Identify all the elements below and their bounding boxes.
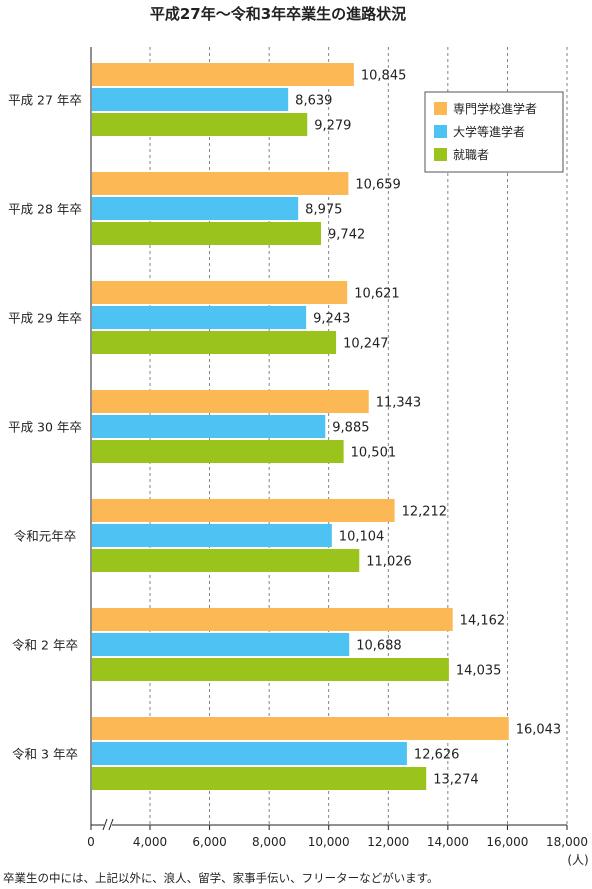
bar [92, 717, 509, 740]
data-label: 14,162 [460, 614, 506, 629]
data-label: 10,688 [356, 639, 402, 654]
x-axis-unit: (人) [567, 853, 588, 867]
category-label: 令和 2 年卒 [12, 638, 78, 653]
bar [92, 63, 354, 86]
bar [92, 440, 344, 463]
data-label: 8,639 [295, 94, 332, 109]
bar [92, 767, 427, 790]
category-label: 令和元年卒 [14, 529, 77, 544]
x-tick-label: 18,000 [546, 835, 588, 849]
grid [149, 47, 568, 825]
x-tick-label: 12,000 [367, 835, 409, 849]
axis-break-mark [102, 818, 108, 831]
data-label: 10,501 [351, 446, 397, 461]
x-tick-label: 6,000 [192, 835, 226, 849]
bar [92, 608, 453, 631]
value-labels: 10,845 8,639 9,279 10,659 8,975 9,742 10,621 9,… [295, 69, 561, 788]
data-label: 9,279 [314, 119, 351, 134]
bar [92, 222, 322, 245]
x-tick-label: 8,000 [252, 835, 286, 849]
bar [92, 524, 332, 547]
data-label: 9,885 [332, 421, 369, 436]
legend-swatch [434, 148, 447, 161]
data-label: 10,659 [355, 178, 401, 193]
bar [92, 549, 360, 572]
bar [92, 306, 307, 329]
bar [92, 281, 348, 304]
bar [92, 113, 308, 136]
data-label: 16,043 [516, 723, 562, 738]
bar [92, 331, 337, 354]
x-tick-label: 4,000 [133, 835, 167, 849]
bar [92, 172, 349, 195]
bar [92, 390, 369, 413]
x-tick-label: 10,000 [308, 835, 350, 849]
bar [92, 88, 289, 111]
legend-label: 大学等進学者 [453, 124, 525, 139]
data-label: 9,243 [313, 312, 350, 327]
data-label: 10,104 [339, 530, 385, 545]
bar [92, 633, 350, 656]
data-label: 8,975 [305, 203, 342, 218]
category-label: 平成 27 年卒 [8, 93, 82, 108]
axis-break-gap [104, 821, 112, 829]
data-label: 13,274 [433, 773, 479, 788]
data-label: 10,845 [361, 69, 407, 84]
data-label: 9,742 [328, 228, 365, 243]
category-label: 平成 28 年卒 [8, 202, 82, 217]
data-label: 12,212 [402, 505, 448, 520]
bar [92, 415, 326, 438]
x-tick-label: 16,000 [486, 835, 528, 849]
category-label: 平成 30 年卒 [8, 420, 82, 435]
legend-swatch [434, 102, 447, 115]
data-label: 11,343 [376, 396, 422, 411]
bar [92, 658, 449, 681]
category-label: 平成 29 年卒 [8, 311, 82, 326]
legend-box [424, 91, 564, 173]
x-tick-label: 14,000 [427, 835, 469, 849]
bar [92, 499, 395, 522]
data-label: 11,026 [366, 555, 412, 570]
category-label: 令和 3 年卒 [12, 747, 78, 762]
x-tick-label: 0 [87, 835, 95, 849]
axis-break-mark [108, 818, 114, 831]
footnote: 卒業生の中には、上記以外に、浪人、留学、家事手伝い、フリーターなどがいます。 [3, 871, 439, 885]
data-label: 10,621 [354, 287, 400, 302]
data-label: 10,247 [343, 337, 389, 352]
x-axis: 0 4,000 6,000 8,000 10,000 12,000 14,000 16,000… [87, 47, 588, 849]
legend-label: 専門学校進学者 [453, 101, 537, 116]
legend-label: 就職者 [453, 148, 489, 162]
data-label: 12,626 [414, 748, 460, 763]
chart-title: 平成27年〜令和3年卒業生の進路状況 [150, 5, 406, 23]
legend-swatch [434, 125, 447, 138]
bar [92, 742, 407, 765]
bar [92, 197, 299, 220]
data-label: 14,035 [456, 664, 502, 679]
bars [92, 63, 509, 790]
